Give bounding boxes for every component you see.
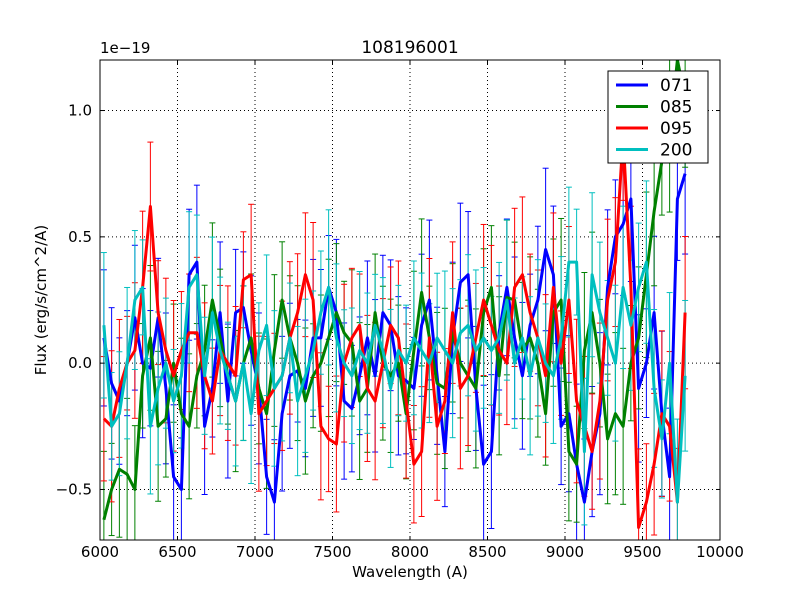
x-tick-label: 6500	[158, 543, 196, 561]
series-lines	[102, 60, 687, 529]
legend-item-095: 095	[616, 119, 692, 139]
y-axis-label: Flux (erg/s/cm^2/A)	[32, 225, 50, 376]
y-tick-label: 1.0	[68, 102, 92, 120]
x-axis-label: Wavelength (A)	[352, 563, 468, 581]
x-tick-label: 9500	[623, 543, 661, 561]
x-tick-label: 8500	[468, 543, 506, 561]
chart-title: 108196001	[361, 38, 458, 58]
legend-label: 095	[660, 119, 692, 139]
legend-item-085: 085	[616, 98, 692, 118]
legend-item-200: 200	[616, 141, 692, 161]
y-tick-label: 0.5	[68, 228, 92, 246]
series-line-095	[102, 134, 687, 529]
x-tick-label: 6000	[81, 543, 119, 561]
x-tick-label: 9000	[546, 543, 584, 561]
x-tick-label: 10000	[696, 543, 744, 561]
axis-ticks: 6000 6500 7000 7500 8000 8500 9000 9500 10000 −0.…	[56, 60, 744, 561]
series-line-200	[102, 260, 687, 504]
legend-label: 200	[660, 141, 692, 161]
y-tick-label: 0.0	[68, 354, 92, 372]
x-tick-label: 7000	[236, 543, 274, 561]
x-tick-label: 8000	[391, 543, 429, 561]
x-tick-label: 7500	[313, 543, 351, 561]
legend-label: 071	[660, 76, 692, 96]
legend-item-071: 071	[616, 76, 692, 96]
legend-label: 085	[660, 98, 692, 118]
y-offset-label: 1e−19	[100, 39, 150, 57]
y-tick-label: −0.5	[56, 480, 92, 498]
